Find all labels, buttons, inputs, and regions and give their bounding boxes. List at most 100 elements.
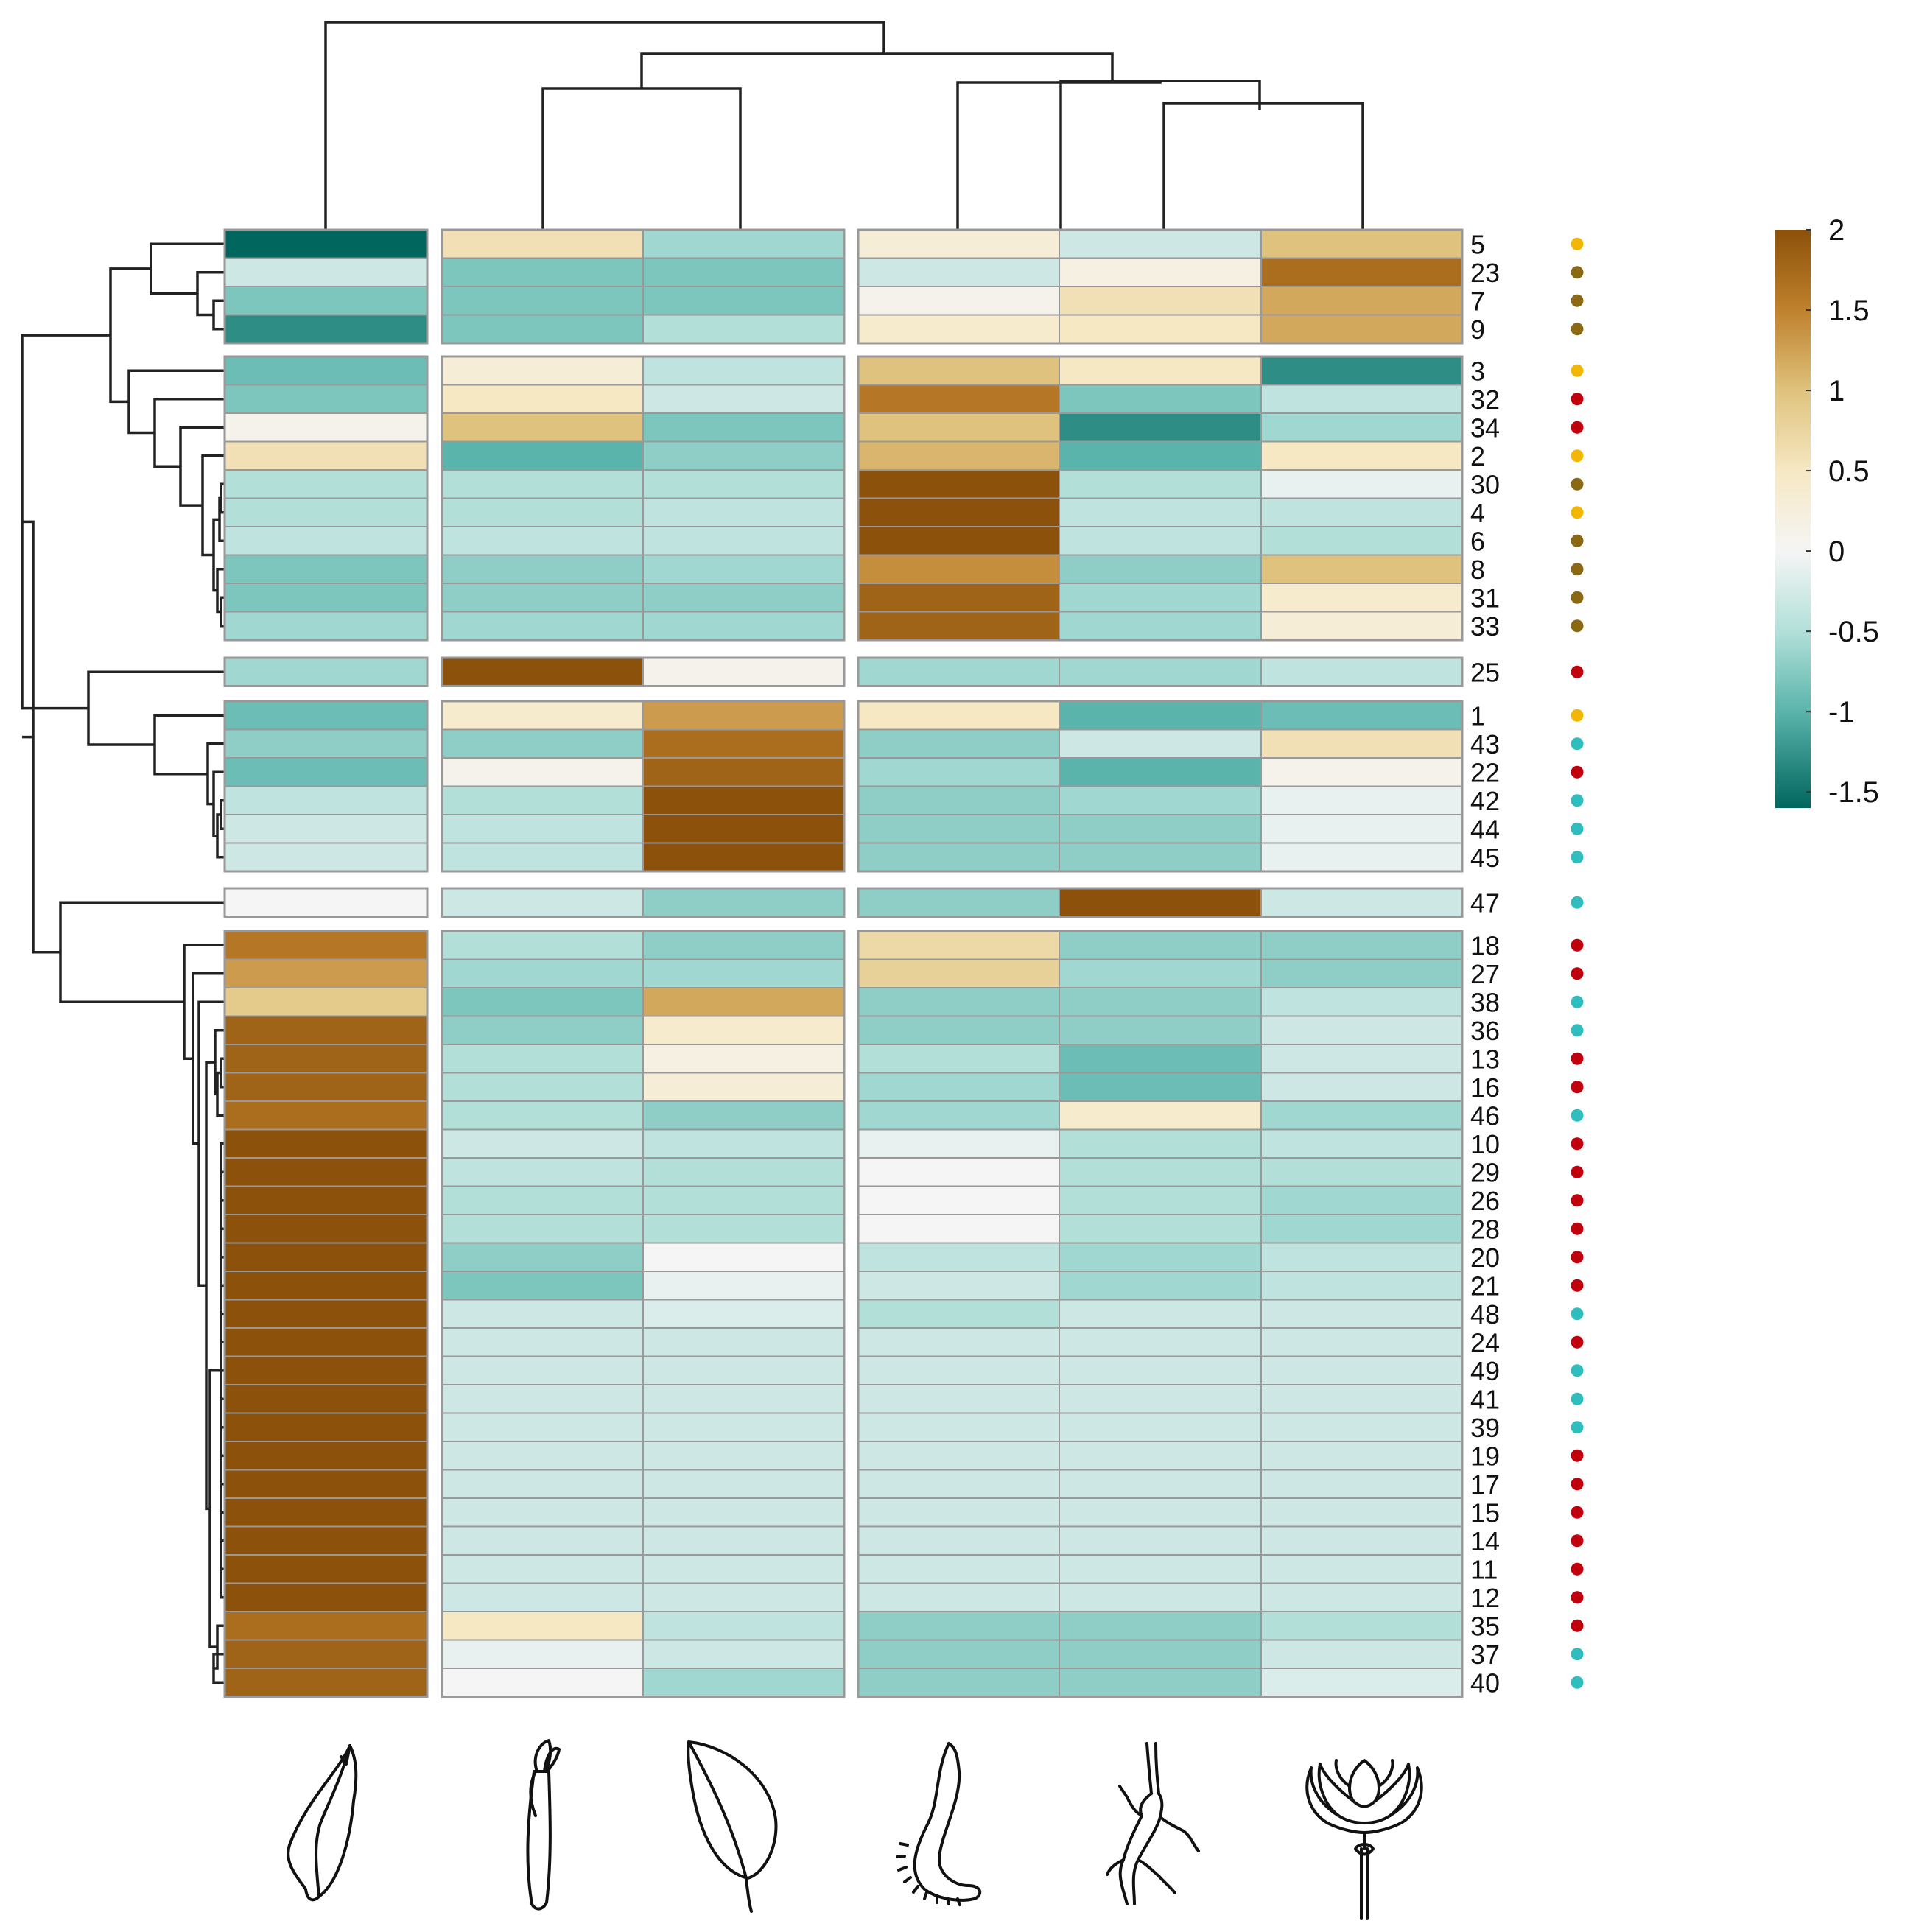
legend-tick-label: -1 [1828, 696, 1855, 728]
row-annotation-dot [1571, 1024, 1584, 1037]
row-annotation-dot [1571, 709, 1584, 722]
heatmap-cell [1059, 1554, 1262, 1584]
row-label: 46 [1470, 1100, 1500, 1131]
heatmap-cell [857, 611, 1060, 641]
row-annotation-dots [1571, 237, 1584, 1689]
heatmap-cell [857, 1611, 1060, 1641]
heatmap-cell [1059, 1271, 1262, 1301]
heatmap-cell [441, 1668, 644, 1698]
heatmap-cell [857, 1100, 1060, 1131]
row-annotation-dot [1571, 1251, 1584, 1264]
heatmap-cell [1059, 1185, 1262, 1215]
heatmap-cell [224, 1668, 428, 1698]
heatmap-cell [642, 356, 845, 386]
cluster-block-border [441, 887, 846, 918]
heatmap-cell [642, 1072, 845, 1102]
row-annotation-dot [1571, 506, 1584, 519]
row-annotation-dot [1571, 938, 1584, 952]
heatmap-cell [1260, 1242, 1463, 1272]
heatmap-cell [441, 314, 644, 344]
heatmap-cell [1260, 1271, 1463, 1301]
heatmap-cell [857, 757, 1060, 787]
heatmap-cell [1260, 314, 1463, 344]
heatmap-cell [441, 1611, 644, 1641]
heatmap-cell [441, 1412, 644, 1442]
heatmap-cell [857, 286, 1060, 316]
heatmap-cell [1059, 785, 1262, 815]
column-dendrogram [324, 21, 1364, 230]
heatmap-cell [1059, 1384, 1262, 1414]
heatmap-cell [224, 1384, 428, 1414]
row-label: 21 [1470, 1271, 1500, 1301]
heatmap-cell [1059, 611, 1262, 641]
heatmap-cell [1059, 987, 1262, 1017]
heatmap-cell [441, 384, 644, 414]
heatmap-cell [441, 1100, 644, 1131]
heatmap-cell [857, 1497, 1060, 1528]
heatmap-cell [1059, 554, 1262, 584]
row-label: 43 [1470, 729, 1500, 759]
heatmap-cell [642, 700, 845, 731]
heatmap-cell [441, 1497, 644, 1528]
heatmap-cell [1260, 469, 1463, 499]
heatmap-cell [857, 1668, 1060, 1698]
heatmap-cell [1059, 1525, 1262, 1556]
heatmap-cell [224, 1327, 428, 1357]
heatmap-cell [224, 356, 428, 386]
heatmap-cell [1059, 1469, 1262, 1499]
row-annotation-dot [1571, 896, 1584, 909]
heatmap-cell [1260, 257, 1463, 287]
row-annotation-dot [1571, 477, 1584, 491]
heatmap-cell [441, 1639, 644, 1669]
cluster-block-border [441, 656, 846, 687]
heatmap-cell [1260, 497, 1463, 527]
row-annotation-dot [1571, 1562, 1584, 1576]
heatmap-cell [224, 1639, 428, 1669]
cluster-block-border [441, 228, 846, 345]
cluster-block-border [857, 700, 1464, 873]
heatmap-cell [441, 257, 644, 287]
row-annotation-dot [1571, 449, 1584, 463]
heatmap-cell [224, 286, 428, 316]
heatmap-cell [1260, 700, 1463, 731]
heatmap-cell [441, 1525, 644, 1556]
heatmap-cell [857, 1044, 1060, 1074]
row-annotation-dot [1571, 364, 1584, 377]
row-label: 22 [1470, 757, 1500, 787]
heatmap-cell [441, 497, 644, 527]
heatmap-cell [441, 1554, 644, 1584]
heatmap-cell [642, 257, 845, 287]
heatmap-cell [1260, 1327, 1463, 1357]
heatmap-cell [642, 1015, 845, 1045]
cluster-block-border [857, 887, 1464, 918]
column-dendrogram-branch [541, 87, 742, 230]
row-label: 34 [1470, 412, 1500, 443]
heatmap-cell [441, 757, 644, 787]
heatmap-cell [1260, 987, 1463, 1017]
heatmap-cell [642, 1582, 845, 1612]
row-label: 18 [1470, 930, 1500, 960]
heatmap-cell [642, 1242, 845, 1272]
heatmap-cell [1260, 1582, 1463, 1612]
heatmap-cell [1260, 958, 1463, 988]
heatmap-cell [642, 229, 845, 259]
heatmap-cell [642, 469, 845, 499]
heatmap-cell [1260, 757, 1463, 787]
leaf-icon [687, 1740, 778, 1913]
heatmap-cell [857, 814, 1060, 844]
row-label: 15 [1470, 1497, 1500, 1528]
row-annotation-dot [1571, 1619, 1584, 1632]
heatmap-cell [224, 1015, 428, 1045]
heatmap-cell [1059, 440, 1262, 471]
heatmap-cell [642, 1412, 845, 1442]
stamen-icon [526, 1739, 561, 1911]
heatmap-cell [642, 1299, 845, 1329]
column-dendrogram-branch [324, 21, 885, 230]
row-annotation-dot [1571, 323, 1584, 336]
heatmap-cell [857, 728, 1060, 759]
heatmap-cell [857, 1554, 1060, 1584]
heatmap-cell [1260, 554, 1463, 584]
heatmap-cell [224, 1554, 428, 1584]
heatmap-cell [857, 842, 1060, 872]
